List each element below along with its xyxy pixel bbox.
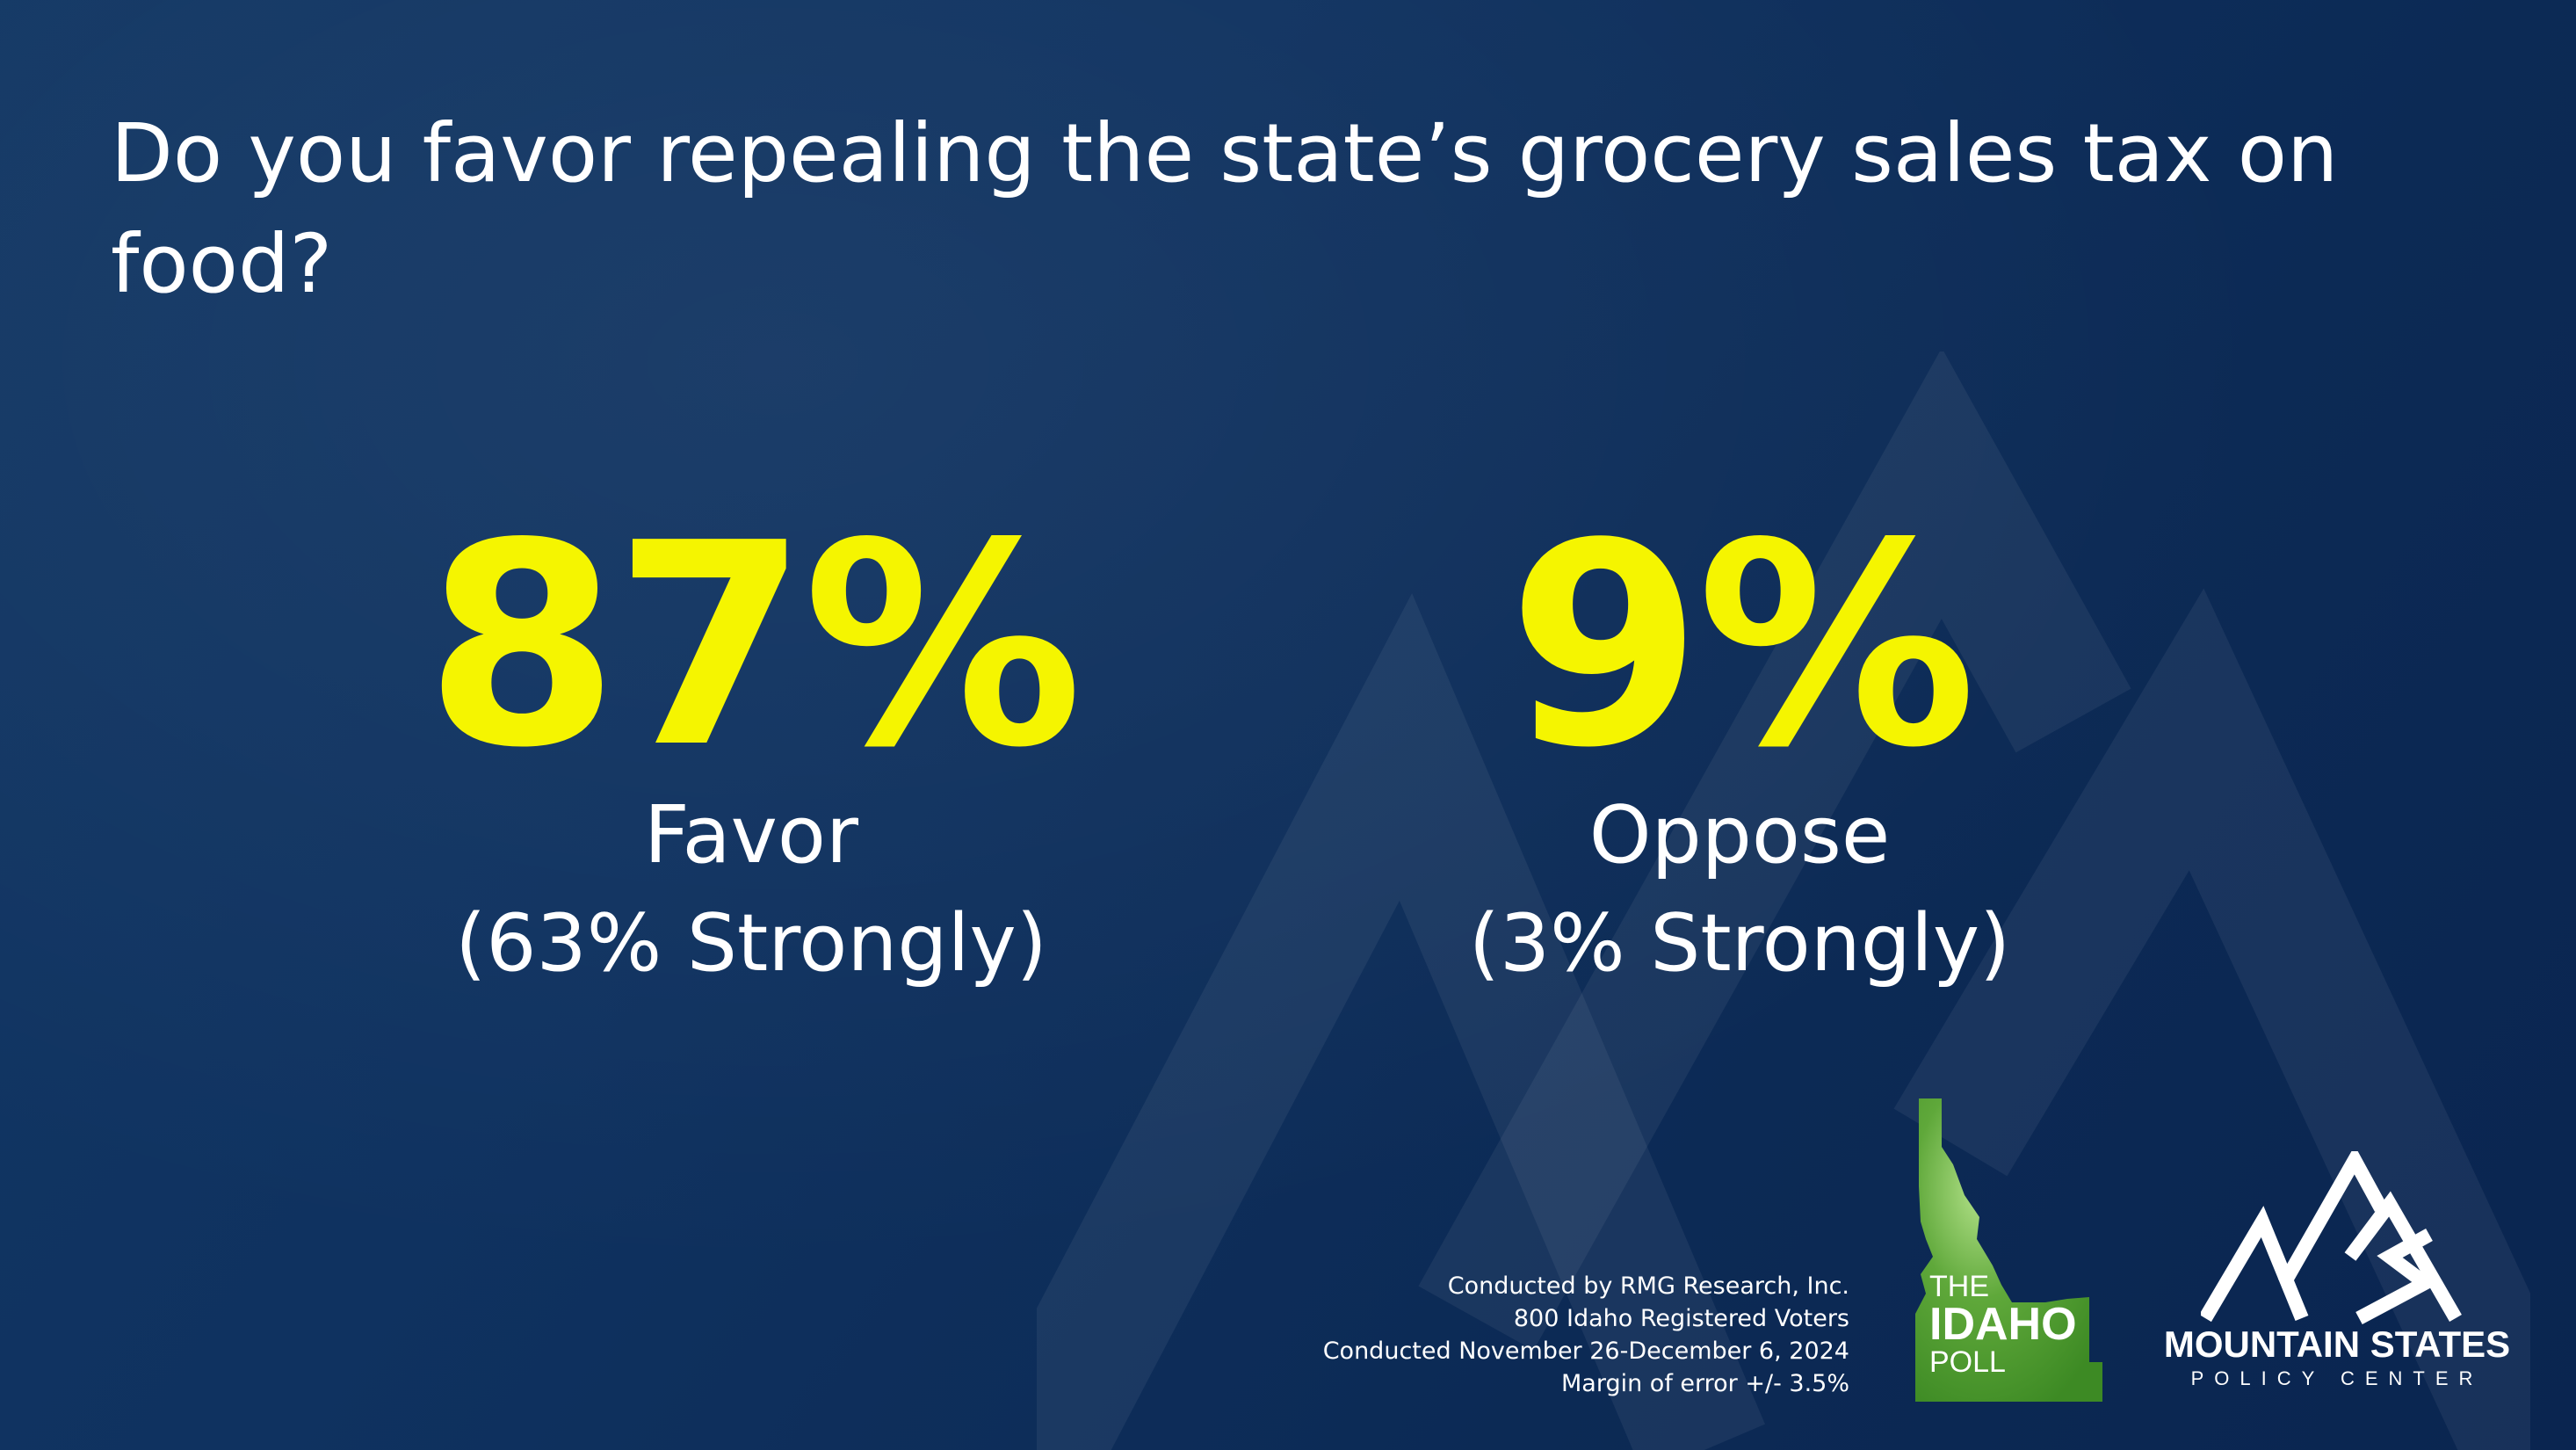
oppose-percentage: 9% xyxy=(1508,483,1977,808)
oppose-result: 9% Oppose (3% Strongly) xyxy=(1344,505,2135,992)
question-title: Do you favor repealing the state’s groce… xyxy=(111,106,2339,311)
idaho-state-icon xyxy=(1915,1098,2102,1402)
mountain-states-logo: MOUNTAIN STATES POLICY CENTER xyxy=(2153,1151,2522,1415)
mountain-watermark-icon xyxy=(1037,352,2530,1450)
favor-percentage: 87% xyxy=(424,483,1082,808)
methodology-line: Conducted by RMG Research, Inc. xyxy=(1447,1272,1849,1300)
favor-label: Favor xyxy=(644,789,858,881)
favor-strongly: (63% Strongly) xyxy=(455,897,1047,990)
mountain-states-name: MOUNTAIN STATES xyxy=(2163,1323,2511,1365)
idaho-poll-poll: POLL xyxy=(1929,1345,2006,1379)
methodology-notes: Conducted by RMG Research, Inc. 800 Idah… xyxy=(1323,1270,1849,1400)
idaho-poll-logo: THE IDAHO POLL xyxy=(1929,1271,2077,1378)
oppose-label: Oppose xyxy=(1588,789,1891,881)
oppose-strongly: (3% Strongly) xyxy=(1468,897,2011,990)
methodology-line: Margin of error +/- 3.5% xyxy=(1561,1370,1849,1397)
idaho-poll-name: IDAHO xyxy=(1929,1299,2077,1350)
mountain-states-tagline: POLICY CENTER xyxy=(2190,1367,2484,1389)
idaho-poll-the: THE xyxy=(1929,1270,1989,1303)
methodology-line: 800 Idaho Registered Voters xyxy=(1513,1305,1849,1332)
methodology-line: Conducted November 26-December 6, 2024 xyxy=(1322,1338,1849,1365)
mountain-states-mark-icon xyxy=(2201,1151,2462,1325)
favor-result: 87% Favor (63% Strongly) xyxy=(356,505,1147,992)
